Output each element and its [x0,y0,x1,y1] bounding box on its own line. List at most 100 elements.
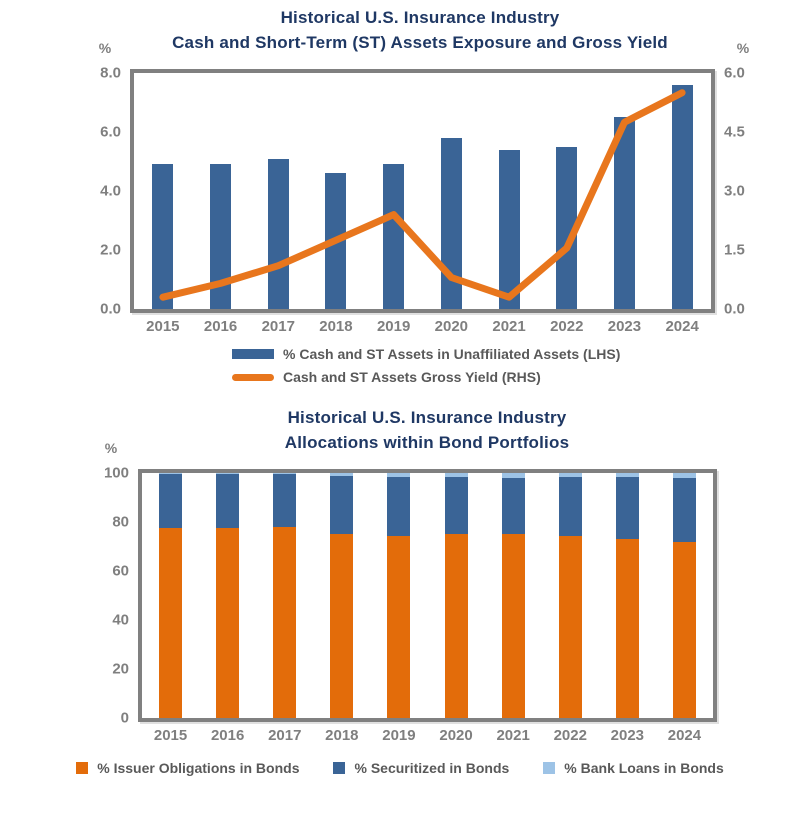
legend-item-securitized: % Securitized in Bonds [333,760,509,776]
y-tick-100: 100 [103,464,129,482]
legend-item-issuer-obligations: % Issuer Obligations in Bonds [76,760,299,776]
top-chart-title-line2: Cash and Short-Term (ST) Assets Exposure… [172,33,668,52]
segment-2015--bank-loans-in-bonds [159,473,183,474]
segment-2023--securitized-in-bonds [615,476,639,539]
segment-2015--issuer-obligations-in-bonds [159,527,183,718]
x-label-2016: 2016 [210,727,245,744]
top-legend: % Cash and ST Assets in Unaffiliated Ass… [232,346,620,385]
x-label-2021: 2021 [496,727,530,744]
stacked-bar-2019 [387,473,411,718]
bank-loans-swatch [543,762,556,774]
segment-2021--issuer-obligations-in-bonds [501,534,525,718]
stacked-bar-2021 [501,473,525,718]
top-left-axis-ticks: 8.0 6.0 4.0 2.0 0.0 [75,65,121,318]
y-tick-6.0: 6.0 [724,64,745,82]
segment-2022--securitized-in-bonds [558,476,582,537]
segment-2022--issuer-obligations-in-bonds [558,536,582,718]
x-label-2024: 2024 [665,318,699,335]
bottom-x-axis-labels: 2015 2016 2017 2018 2019 2020 2021 2022 2023 2024 [142,727,713,747]
bar-2023 [613,117,635,309]
bar-2024 [671,84,693,309]
stacked-bar-2020 [444,473,468,718]
segment-2020--securitized-in-bonds [444,476,468,535]
segment-2018--bank-loans-in-bonds [330,473,354,476]
bar-2022 [556,146,578,309]
segment-2023--issuer-obligations-in-bonds [615,538,639,718]
y-tick-8.0: 8.0 [100,64,121,82]
x-label-2018: 2018 [325,727,359,744]
segment-2024--issuer-obligations-in-bonds [672,542,696,718]
segment-2018--issuer-obligations-in-bonds [330,534,354,718]
segment-2016--issuer-obligations-in-bonds [216,527,240,718]
bar-2015 [152,164,174,309]
segment-2016--bank-loans-in-bonds [216,473,240,474]
issuer-obligations-label: % Issuer Obligations in Bonds [97,760,300,776]
legend-item-gross-yield: Cash and ST Assets Gross Yield (RHS) [232,369,620,385]
top-right-axis-ticks: 6.0 4.5 3.0 1.5 0.0 [724,65,770,318]
bar-2016 [210,164,232,309]
x-label-2015: 2015 [146,318,180,335]
line-series-swatch [232,373,274,381]
legend-item-cash-st-assets: % Cash and ST Assets in Unaffiliated Ass… [232,346,620,362]
y-tick-0.0: 0.0 [100,300,121,318]
x-label-2016: 2016 [203,318,238,335]
bottom-legend: % Issuer Obligations in Bonds % Securiti… [0,760,800,776]
bar-2021 [498,149,520,309]
x-label-2020: 2020 [439,727,473,744]
segment-2021--bank-loans-in-bonds [501,473,525,478]
segment-2017--issuer-obligations-in-bonds [273,527,297,718]
x-label-2018: 2018 [319,318,353,335]
legend-item-bank-loans: % Bank Loans in Bonds [543,760,724,776]
top-right-axis-unit: % [736,40,750,56]
segment-2021--securitized-in-bonds [501,477,525,535]
x-label-2017: 2017 [261,318,295,335]
securitized-swatch [333,762,346,774]
y-tick-6.0: 6.0 [100,123,121,141]
bottom-chart-title-line1: Historical U.S. Insurance Industry [287,408,567,427]
bank-loans-label: % Bank Loans in Bonds [564,760,724,776]
y-tick-40: 40 [112,611,129,629]
x-label-2019: 2019 [376,318,411,335]
stacked-bar-2018 [330,473,354,718]
x-label-2015: 2015 [153,727,188,744]
top-left-axis-unit: % [98,40,112,56]
segment-2016--securitized-in-bonds [216,473,240,528]
x-label-2019: 2019 [382,727,416,744]
segment-2015--securitized-in-bonds [159,473,183,528]
line-series-label: Cash and ST Assets Gross Yield (RHS) [283,369,541,385]
top-x-axis-labels: 2015 2016 2017 2018 2019 2020 2021 2022 2023 2024 [134,318,711,338]
segment-2018--securitized-in-bonds [330,475,354,535]
y-tick-20: 20 [112,660,129,678]
x-label-2021: 2021 [492,318,526,335]
x-label-2023: 2023 [607,318,642,335]
y-tick-4.0: 4.0 [100,182,121,200]
x-label-2020: 2020 [434,318,469,335]
segment-2024--securitized-in-bonds [672,477,696,543]
bottom-left-axis-ticks: 100 80 60 40 20 0 [83,465,129,727]
stacked-bar-2015 [159,473,183,718]
top-chart-title-line1: Historical U.S. Insurance Industry [280,8,560,27]
y-tick-60: 60 [112,562,129,580]
segment-2020--issuer-obligations-in-bonds [444,534,468,718]
segment-2019--securitized-in-bonds [387,476,411,536]
bottom-chart-title-line2: Allocations within Bond Portfolios [284,433,570,452]
x-label-2022: 2022 [550,318,584,335]
bar-2020 [440,137,462,309]
bar-2019 [383,164,405,309]
bar-2017 [267,158,289,309]
segment-2024--bank-loans-in-bonds [672,473,696,478]
y-tick-4.5: 4.5 [724,123,745,141]
segment-2020--bank-loans-in-bonds [444,473,468,477]
y-tick-1.5: 1.5 [724,241,745,259]
x-label-2017: 2017 [268,727,302,744]
y-tick-80: 80 [112,513,129,531]
bottom-plot-area [138,469,717,722]
stacked-bar-2017 [273,473,297,718]
y-tick-2.0: 2.0 [100,241,121,259]
top-plot-area [130,69,715,313]
bar-series-label: % Cash and ST Assets in Unaffiliated Ass… [283,346,621,362]
segment-2023--bank-loans-in-bonds [615,473,639,477]
securitized-label: % Securitized in Bonds [354,760,510,776]
stacked-bar-2022 [558,473,582,718]
